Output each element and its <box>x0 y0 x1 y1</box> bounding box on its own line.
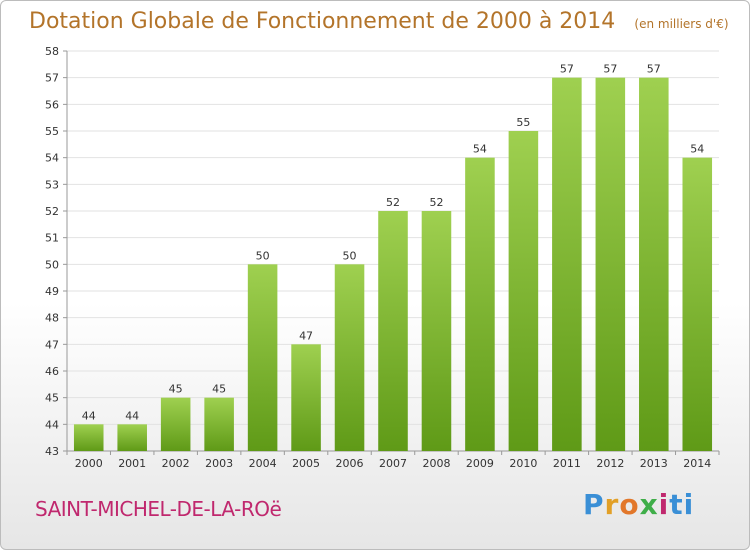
x-tick-label: 2007 <box>379 457 407 470</box>
x-tick-label: 2000 <box>75 457 103 470</box>
bar-2001 <box>117 424 147 451</box>
x-tick-label: 2010 <box>509 457 537 470</box>
x-tick-label: 2005 <box>292 457 320 470</box>
logo-letter: x <box>639 488 659 521</box>
value-label: 57 <box>560 63 574 76</box>
x-tick-label: 2003 <box>205 457 233 470</box>
bar-2002 <box>160 397 191 451</box>
value-label: 57 <box>603 63 617 76</box>
y-tick-label: 55 <box>45 125 59 138</box>
bar-2008 <box>421 211 452 451</box>
y-tick-label: 50 <box>45 258 59 271</box>
logo-letter: i <box>658 488 670 521</box>
value-label: 45 <box>169 383 183 396</box>
y-tick-label: 53 <box>45 178 59 191</box>
bar-2013 <box>639 77 669 452</box>
y-tick-label: 58 <box>45 45 59 58</box>
x-tick-label: 2004 <box>249 457 277 470</box>
y-tick-label: 46 <box>45 365 59 378</box>
bar-2006 <box>334 264 365 451</box>
y-tick-label: 49 <box>45 285 59 298</box>
y-tick-label: 57 <box>45 72 59 85</box>
y-tick-label: 48 <box>45 312 59 325</box>
logo-letter: r <box>604 488 620 521</box>
proxiti-logo[interactable]: Proxiti <box>583 488 694 521</box>
value-label: 57 <box>647 63 661 76</box>
title-row: Dotation Globale de Fonctionnement de 20… <box>29 9 729 34</box>
bar-2005 <box>291 344 321 451</box>
chart-title: Dotation Globale de Fonctionnement de 20… <box>29 9 616 34</box>
chart-subtitle: (en milliers d'€) <box>634 17 729 31</box>
logo-letter: P <box>583 488 605 521</box>
value-label: 44 <box>82 409 96 422</box>
logo-letter: i <box>683 488 695 521</box>
bar-2000 <box>73 424 104 451</box>
x-tick-label: 2014 <box>683 457 711 470</box>
value-label: 54 <box>473 143 487 156</box>
value-label: 52 <box>429 196 443 209</box>
logo-letter: o <box>619 488 640 521</box>
logo-letter: t <box>669 488 684 521</box>
value-label: 52 <box>386 196 400 209</box>
bar-2007 <box>378 211 408 451</box>
bar-2009 <box>465 157 495 451</box>
bar-2010 <box>508 131 539 451</box>
x-tick-label: 2012 <box>596 457 624 470</box>
value-label: 44 <box>125 409 139 422</box>
x-tick-label: 2013 <box>640 457 668 470</box>
x-tick-label: 2001 <box>118 457 146 470</box>
y-tick-label: 47 <box>45 338 59 351</box>
y-tick-label: 54 <box>45 152 59 165</box>
y-tick-label: 44 <box>45 418 59 431</box>
commune-name: SAINT-MICHEL-DE-LA-ROë <box>35 497 282 521</box>
value-label: 47 <box>299 329 313 342</box>
y-tick-label: 51 <box>45 232 59 245</box>
y-tick-label: 56 <box>45 98 59 111</box>
y-tick-label: 45 <box>45 392 59 405</box>
y-tick-label: 43 <box>45 445 59 458</box>
y-tick-label: 52 <box>45 205 59 218</box>
x-tick-label: 2009 <box>466 457 494 470</box>
value-label: 50 <box>343 249 357 262</box>
bar-2014 <box>682 157 713 451</box>
value-label: 54 <box>690 143 704 156</box>
x-tick-label: 2011 <box>553 457 581 470</box>
bar-2004 <box>247 264 278 451</box>
value-label: 55 <box>516 116 530 129</box>
x-tick-label: 2002 <box>162 457 190 470</box>
x-tick-label: 2006 <box>336 457 364 470</box>
value-label: 50 <box>256 249 270 262</box>
value-label: 45 <box>212 383 226 396</box>
bar-2011 <box>552 77 582 452</box>
x-tick-label: 2008 <box>422 457 450 470</box>
bar-2012 <box>595 77 626 452</box>
bar-2003 <box>204 397 234 451</box>
